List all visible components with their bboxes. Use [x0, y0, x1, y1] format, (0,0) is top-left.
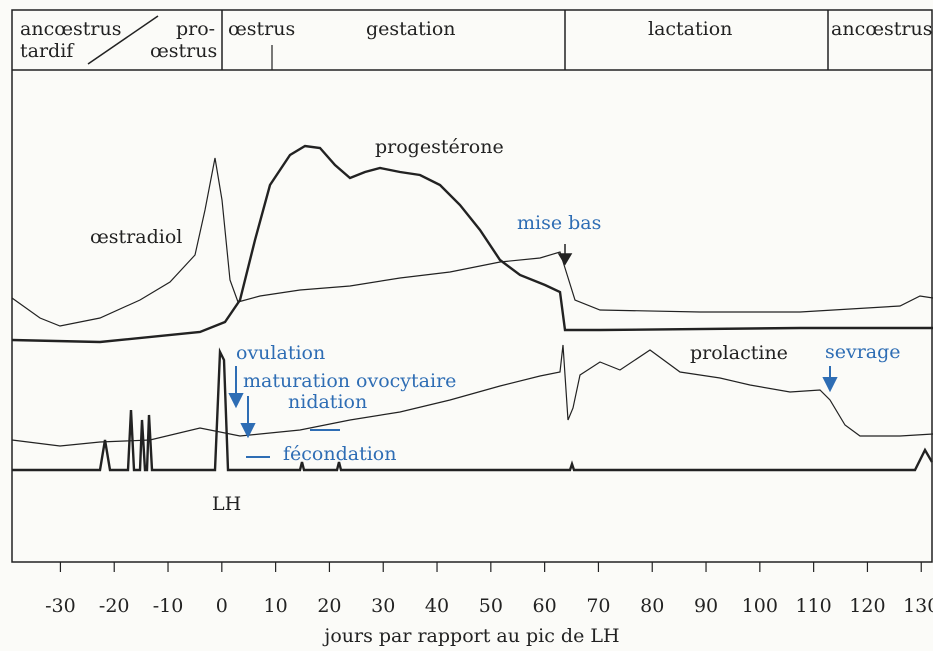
- maturation-arrow: [240, 396, 256, 439]
- annotation: sevrage: [825, 341, 901, 363]
- x-tick-label: 80: [640, 595, 664, 617]
- x-tick-label: 90: [694, 595, 718, 617]
- header-text: lactation: [648, 18, 732, 40]
- x-tick-label: 40: [425, 595, 449, 617]
- x-tick-label: -30: [45, 595, 76, 617]
- header-text: œstrus: [150, 40, 217, 62]
- frame: [11, 9, 933, 563]
- x-tick-label: 30: [371, 595, 395, 617]
- weaning-arrow: [822, 366, 838, 393]
- curve-label: prolactine: [690, 342, 788, 364]
- annotation: ovulation: [236, 342, 325, 364]
- x-tick-label: 110: [796, 595, 832, 617]
- header-text: gestation: [366, 18, 456, 40]
- axis-label: jours par rapport au pic de LH: [322, 625, 619, 647]
- x-tick-label: 60: [533, 595, 557, 617]
- curve-label: progestérone: [375, 136, 504, 158]
- diagonal: [87, 15, 159, 65]
- x-tick-label: -20: [99, 595, 130, 617]
- x-tick-label: 100: [742, 595, 778, 617]
- x-tick-label: 130: [903, 595, 933, 617]
- header-text: ancœstrus: [20, 18, 121, 40]
- lh-curve: [12, 347, 933, 472]
- x-tick-label: 0: [216, 595, 228, 617]
- curve-label: œstradiol: [90, 226, 182, 248]
- x-tick-label: 70: [586, 595, 610, 617]
- ovulation-arrow: [228, 366, 244, 409]
- x-tick-label: 10: [264, 595, 288, 617]
- header-text: pro-: [176, 18, 215, 40]
- birth-arrow: [557, 244, 573, 266]
- header-text: tardif: [20, 40, 75, 62]
- header-text: œstrus: [228, 18, 295, 40]
- annotation: mise bas: [517, 212, 601, 234]
- oestradiol-curve: [11, 157, 933, 327]
- prolactin-curve: [11, 344, 933, 447]
- curve-label: LH: [212, 493, 241, 515]
- x-tick-label: 50: [479, 595, 503, 617]
- x-tick-label: 20: [317, 595, 341, 617]
- x-tick-label: 120: [849, 595, 885, 617]
- annotation: fécondation: [283, 443, 396, 465]
- annotation: maturation ovocytaire: [243, 370, 456, 392]
- progesterone-curve: [11, 144, 933, 344]
- x-tick-label: -10: [153, 595, 184, 617]
- annotation: nidation: [288, 391, 367, 413]
- header-text: ancœstrus: [831, 18, 932, 40]
